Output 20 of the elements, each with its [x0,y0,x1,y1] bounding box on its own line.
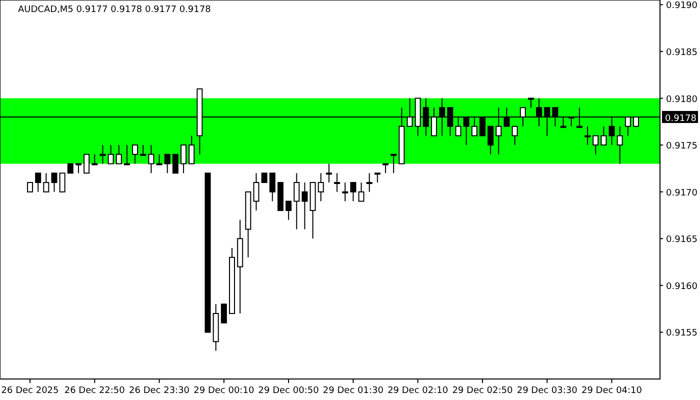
y-tick-label: 0.9175 [666,142,698,152]
ref-line-label: 0.9178 [665,114,697,124]
x-tick-label: 26 Dec 2025 [1,386,59,396]
y-tick-label: 0.9165 [666,235,698,246]
y-tick-label: 0.9190 [666,1,698,12]
text: AUDCAD,M5 0.9177 0.9178 0.9177 0.9178 [18,5,212,15]
y-tick-label: 0.9180 [666,94,698,105]
y-tick-label: 0.9155 [666,328,698,339]
x-tick-label: 29 Dec 02:10 [388,386,448,396]
x-tick-label: 29 Dec 04:10 [581,386,642,396]
x-tick-label: 26 Dec 23:30 [129,386,190,396]
x-tick-label: 29 Dec 03:30 [516,386,578,396]
y-tick-label: 0.9170 [666,188,698,198]
y-tick-label: 0.9185 [666,48,698,58]
x-tick-label: 29 Dec 00:50 [258,386,320,396]
x-tick-label: 29 Dec 00:10 [194,386,254,396]
y-tick-label: 0.9160 [666,282,698,292]
x-tick-label: 29 Dec 01:30 [322,386,384,396]
x-tick-label: 29 Dec 02:50 [452,386,514,396]
x-tick-label: 26 Dec 22:50 [64,386,126,396]
